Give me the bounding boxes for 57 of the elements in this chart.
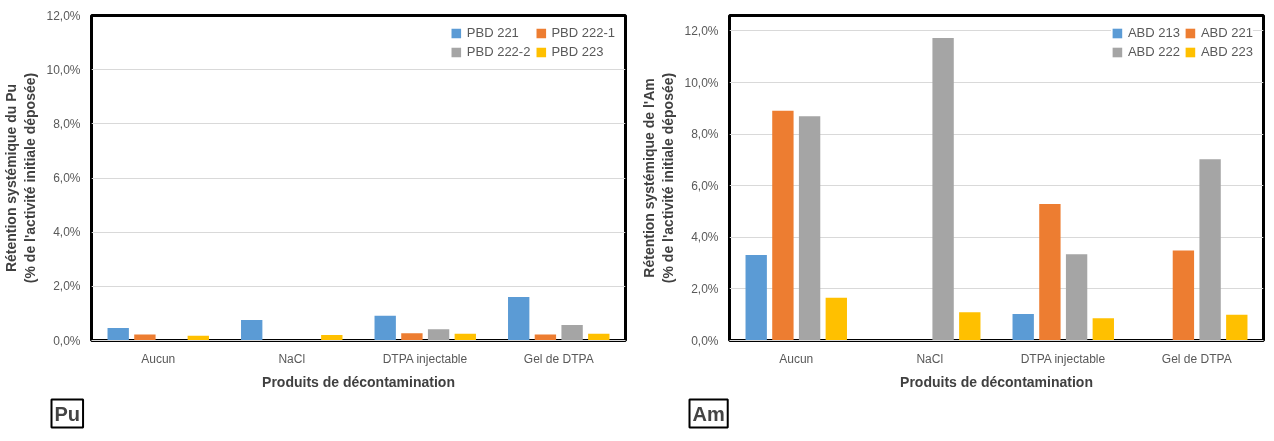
bar (1012, 313, 1034, 341)
y-tick-label: 0,0% (691, 333, 719, 348)
bar (798, 116, 821, 341)
legend-label: PBD 222-1 (551, 25, 615, 40)
y-tick-label: 2,0% (53, 279, 81, 294)
y-tick-label: 2,0% (691, 281, 719, 296)
legend-label: ABD 222 (1127, 44, 1180, 59)
bar (745, 255, 767, 341)
x-tick-label: DTPA injectable (1020, 351, 1106, 366)
y-tick-label: 10,0% (46, 62, 81, 77)
legend-label: ABD 223 (1200, 44, 1253, 59)
x-tick-label: NaCl (278, 351, 306, 366)
bar (508, 296, 530, 341)
bar (1226, 314, 1248, 341)
y-tick-label: 0,0% (53, 333, 81, 348)
y-tick-label: 4,0% (691, 230, 719, 245)
x-axis-title: Produits de décontamination (900, 373, 1093, 390)
y-axis-title: Rétention systémique du Pu (% de l'activité initiale déposée) (3, 72, 39, 284)
y-axis-title: Rétention systémique de l'Am (% de l'activité initiale déposée) (641, 72, 677, 284)
x-axis-title: Produits de décontamination (262, 373, 455, 390)
legend-label: ABD 213 (1127, 25, 1180, 40)
bar (959, 312, 981, 341)
bar (107, 328, 129, 341)
x-tick-label: Aucun (779, 351, 814, 366)
bar (1172, 250, 1195, 341)
x-tick-label: DTPA injectable (382, 351, 468, 366)
bar (932, 37, 954, 341)
y-tick-label: 4,0% (53, 225, 81, 240)
bar (561, 325, 583, 341)
text: Am (692, 402, 725, 425)
y-tick-label: 8,0% (691, 127, 719, 142)
y-tick-label: 12,0% (684, 23, 719, 38)
y-tick-label: 12,0% (46, 8, 81, 23)
y-tick-label: 8,0% (53, 116, 81, 131)
bar (374, 315, 396, 341)
bar (427, 329, 450, 341)
legend-label: PBD 222-2 (466, 44, 531, 59)
text: Pu (54, 402, 81, 425)
bar (241, 319, 263, 341)
y-tick-label: 10,0% (684, 75, 719, 90)
x-tick-label: Gel de DTPA (523, 351, 594, 366)
legend-label: PBD 223 (551, 44, 604, 59)
legend-label: PBD 221 (466, 25, 519, 40)
legend-label: ABD 221 (1200, 25, 1253, 40)
x-tick-label: Aucun (141, 351, 176, 366)
y-tick-label: 6,0% (53, 171, 81, 185)
bar (1039, 204, 1061, 341)
bar (825, 297, 847, 341)
x-tick-label: Gel de DTPA (1161, 351, 1232, 366)
bar (1092, 318, 1114, 341)
x-tick-label: NaCl (916, 351, 944, 366)
bar (772, 110, 794, 341)
bar (1199, 159, 1221, 341)
y-tick-label: 6,0% (691, 178, 719, 193)
bar (401, 333, 423, 341)
bar (321, 335, 343, 341)
bar (1065, 254, 1088, 341)
